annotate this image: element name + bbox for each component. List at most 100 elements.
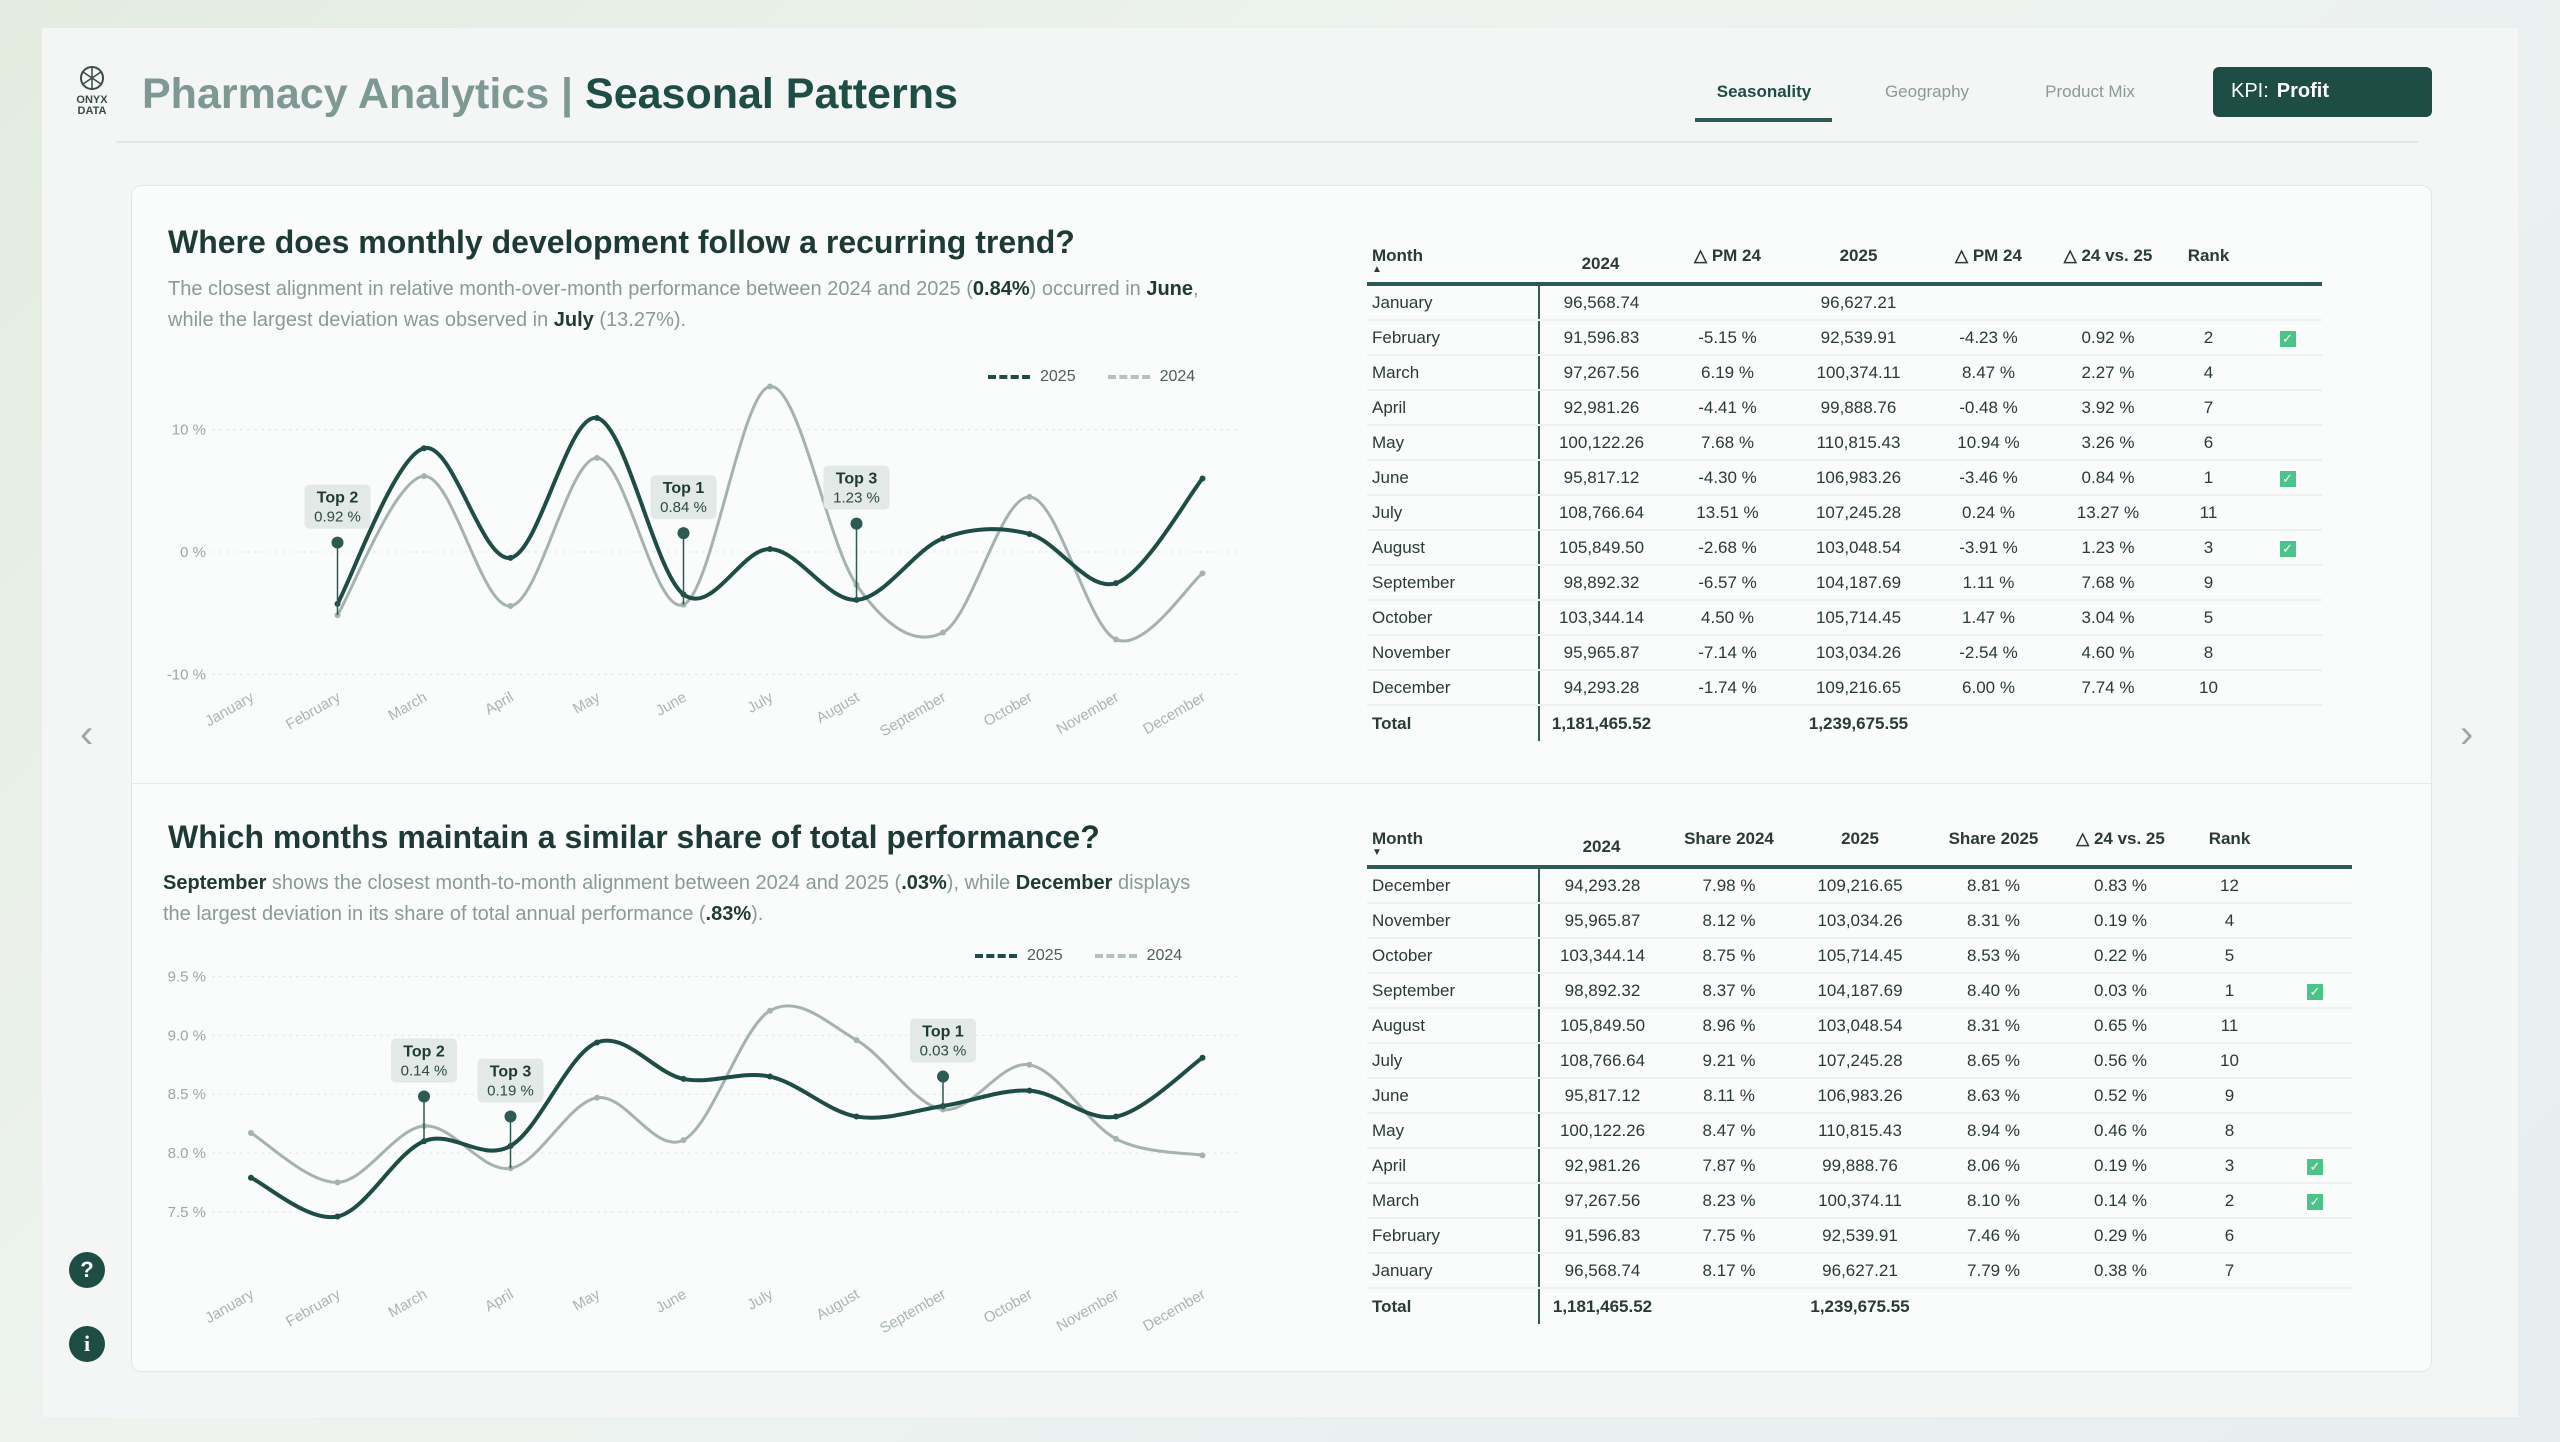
table-cell: 0.24 % [1962, 502, 2015, 522]
table-cell: May [1372, 432, 1405, 452]
chevron-right-icon[interactable]: › [2460, 712, 2474, 756]
table-cell: December [1372, 875, 1451, 895]
column-header[interactable]: Rank [2187, 246, 2230, 265]
table-cell: August [1372, 537, 1425, 557]
data-point-2025 [334, 1213, 341, 1220]
table-cell: 95,817.12 [1538, 461, 1663, 494]
table-cell: 6.00 % [1962, 677, 2015, 697]
series-line-2025 [250, 1038, 1204, 1220]
sort-icon[interactable]: ▼ [1372, 847, 1382, 858]
column-header[interactable]: 2024 [1581, 254, 1620, 273]
table-cell: 105,849.50 [1538, 531, 1663, 564]
table-cell: July [1372, 502, 1403, 522]
annotation-value: 0.19 % [487, 1083, 534, 1100]
table-row: November 95,965.87 -7.14 % 103,034.26 -2.54 … [1367, 636, 2322, 671]
table-cell: 95,817.12 [1538, 1079, 1665, 1112]
kpi-selector-button[interactable]: KPI: Profit [2213, 67, 2432, 117]
annotation-label: Top 3 [490, 1064, 532, 1081]
column-header[interactable]: 2025 [1839, 246, 1878, 265]
total-cell: 1,181,465.52 [1538, 706, 1663, 741]
table-cell: 9.21 % [1702, 1050, 1756, 1070]
column-header[interactable]: △ PM 24 [1694, 246, 1761, 265]
column-header[interactable]: Month ▼ [1367, 829, 1538, 858]
data-point-2024 [594, 454, 600, 461]
column-header[interactable]: Rank [2208, 829, 2251, 848]
data-point-2025 [1113, 1113, 1119, 1120]
check-cell: ✓ [2253, 468, 2322, 488]
tab-geography[interactable]: Geography [1884, 82, 1970, 101]
section2-description: September shows the closest month-to-mon… [163, 872, 1191, 925]
x-tick-label: November [1054, 1286, 1122, 1335]
table-cell: 8.10 % [1967, 1190, 2020, 1210]
table-cell: 8 [2224, 1120, 2235, 1140]
data-point-2025 [594, 1039, 600, 1046]
data-point-2024 [853, 1037, 860, 1044]
table-cell: 2 [2203, 327, 2214, 347]
table-cell: 8.11 % [1703, 1085, 1755, 1105]
table-cell: 100,374.11 [1816, 362, 1901, 382]
column-header[interactable]: △ PM 24 [1955, 246, 2022, 265]
column-header[interactable]: △ 24 vs. 25 [2076, 829, 2165, 848]
table-cell: 4.50 % [1701, 607, 1754, 627]
table-cell: 7.68 % [2081, 572, 2135, 592]
table-cell: -4.23 % [1959, 327, 2018, 347]
kpi-value: Profit [2276, 80, 2330, 102]
table-cell: -2.68 % [1698, 537, 1757, 557]
section1-description: The closest alignment in relative month-… [168, 278, 1199, 331]
legend-2024[interactable]: 2024 [1107, 368, 1195, 386]
table-cell: 12 [2220, 875, 2239, 895]
table-cell: 10.94 % [1957, 432, 2020, 452]
sort-icon[interactable]: ▲ [1372, 264, 1382, 275]
help-icon[interactable]: ? [69, 1252, 105, 1288]
onyx-data-logo: ONYX DATA [70, 64, 114, 120]
tab-seasonality[interactable]: Seasonality [1716, 82, 1812, 101]
data-point-2025 [1199, 475, 1206, 482]
mom-table: Month ▲ 2024 △ PM 24 2025 △ PM 24 △ 24 vs. 25 R… [1367, 246, 2322, 741]
legend-2025[interactable]: 2025 [988, 368, 1076, 386]
share-table: Month ▼ 2024 Share 2024 2025 Share 2025 △ 24 v… [1367, 829, 2352, 1324]
table-cell: 8.75 % [1702, 945, 1756, 965]
info-icon[interactable]: i [69, 1326, 105, 1362]
table-cell: 92,981.26 [1538, 391, 1663, 424]
x-tick-label: September [877, 689, 949, 740]
table-cell: June [1372, 1085, 1409, 1105]
legend-2025[interactable]: 2025 [975, 947, 1063, 965]
column-header[interactable]: Share 2024 [1684, 829, 1774, 848]
data-point-2025 [248, 1174, 254, 1181]
table-row: February 91,596.83 7.75 % 92,539.91 7.46 % 0.… [1367, 1219, 2352, 1254]
legend-2024[interactable]: 2024 [1094, 947, 1182, 965]
table-cell: 0.29 % [2094, 1225, 2147, 1245]
column-header[interactable]: △ 24 vs. 25 [2063, 246, 2153, 265]
column-header[interactable]: Month ▲ [1367, 246, 1538, 275]
logo-icon [80, 66, 104, 90]
x-tick-label: February [283, 688, 344, 733]
table-cell: -1.74 % [1698, 677, 1757, 697]
data-point-2024 [767, 1007, 773, 1014]
title-page: Seasonal Patterns [585, 70, 958, 118]
table-cell: 3 [2203, 537, 2214, 557]
column-header[interactable]: 2024 [1582, 837, 1621, 856]
table-cell: 100,122.26 [1538, 426, 1663, 459]
x-tick-label: July [744, 1285, 776, 1313]
table-cell: 9 [2203, 572, 2214, 592]
mom-line-chart: 10 % 0 % -10 % January February March April May… [167, 383, 1241, 740]
annotation-value: 1.23 % [833, 490, 880, 507]
table-cell: 2.27 % [2081, 362, 2135, 382]
column-header[interactable]: 2025 [1841, 829, 1879, 848]
tab-product-mix[interactable]: Product Mix [2045, 82, 2135, 101]
annotation-dot [331, 536, 344, 549]
table-cell: 106,983.26 [1815, 467, 1902, 487]
table-cell: 0.14 % [2094, 1190, 2147, 1210]
kpi-label: KPI: [2231, 80, 2269, 102]
y-tick-label: 0 % [180, 544, 206, 561]
table-cell: 1.47 % [1962, 607, 2015, 627]
table-row: July 108,766.64 9.21 % 107,245.28 8.65 % 0.56… [1367, 1044, 2352, 1079]
table-cell: 107,245.28 [1817, 1050, 1903, 1070]
table-cell: 0.52 % [2094, 1085, 2147, 1105]
column-header[interactable]: Share 2025 [1948, 829, 2039, 848]
chevron-left-icon[interactable]: ‹ [80, 712, 94, 756]
annotation-box [477, 1058, 544, 1103]
table-cell: 7.74 % [2081, 677, 2135, 697]
table-row: December 94,293.28 7.98 % 109,216.65 8.81 % 0… [1367, 869, 2352, 904]
table-cell: 11 [2199, 502, 2218, 522]
